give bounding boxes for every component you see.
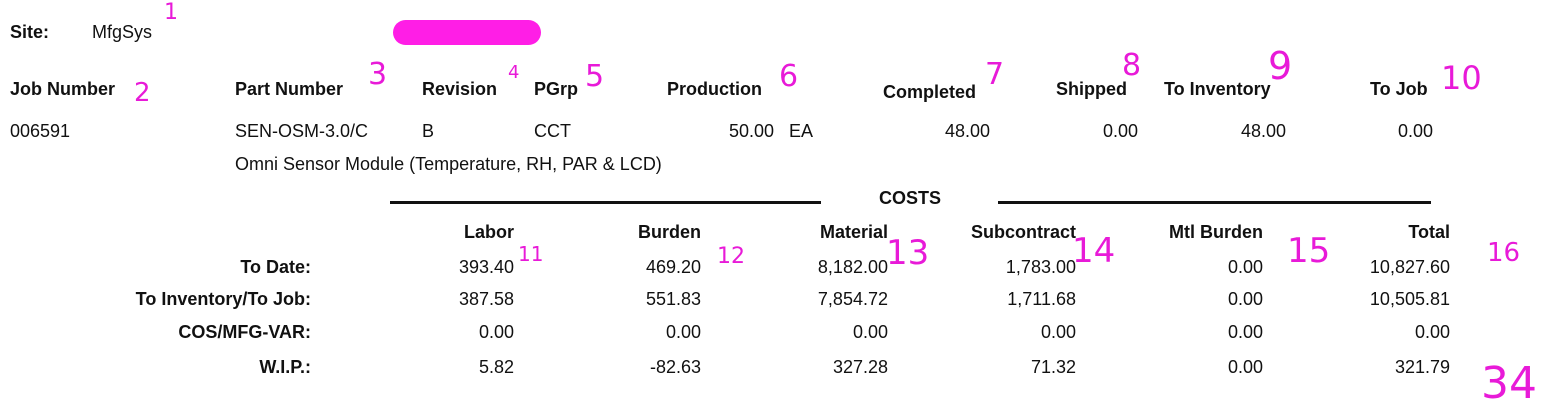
cost-cell: 5.82 [478, 357, 514, 377]
header-part-number: Part Number [235, 79, 344, 99]
cost-cell: 10,827.60 [1369, 257, 1450, 277]
cost-cell: 0.00 [1227, 257, 1263, 277]
header-completed: Completed [883, 82, 977, 102]
cost-cell: 0.00 [478, 322, 514, 342]
annotation-9: 9 [1268, 44, 1293, 88]
cost-header-total: Total [1408, 222, 1450, 242]
site-value: MfgSys [92, 22, 153, 42]
cost-row-label: To Inventory/To Job: [135, 289, 311, 309]
cost-cell: 321.79 [1394, 357, 1450, 377]
cost-row-label: To Date: [240, 257, 311, 277]
cost-cell: 327.28 [832, 357, 888, 377]
site-label: Site: [10, 22, 50, 42]
annotation-1: 1 [164, 0, 178, 25]
job-number-value: 006591 [10, 121, 71, 141]
cost-cell: 7,854.72 [817, 289, 888, 309]
part-number-value: SEN-OSM-3.0/C [235, 121, 369, 141]
cost-cell: 0.00 [1227, 322, 1263, 342]
cost-cell: 0.00 [1040, 322, 1076, 342]
annotation-12: 12 [717, 244, 745, 269]
cost-cell: 0.00 [1414, 322, 1450, 342]
annotation-13: 13 [886, 233, 930, 273]
cost-row-label: COS/MFG-VAR: [178, 322, 311, 342]
cost-cell: 0.00 [665, 322, 701, 342]
header-job-number: Job Number [10, 79, 116, 99]
header-to-inventory: To Inventory [1164, 79, 1271, 99]
header-revision: Revision [422, 79, 498, 99]
cost-header-labor: Labor [463, 222, 514, 242]
costs-title: COSTS [879, 188, 942, 208]
annotation-2: 2 [134, 78, 151, 108]
to-job-value: 0.00 [1397, 121, 1433, 141]
costs-rule-left [390, 201, 821, 204]
shipped-value: 0.00 [1102, 121, 1138, 141]
annotation-14: 14 [1072, 231, 1116, 271]
cost-cell: 71.32 [1030, 357, 1076, 377]
cost-row-label: W.I.P.: [259, 357, 311, 377]
cost-cell: 1,783.00 [1005, 257, 1076, 277]
cost-header-burden: Burden [638, 222, 701, 242]
header-pgrp: PGrp [534, 79, 579, 99]
completed-value: 48.00 [944, 121, 990, 141]
cost-header-material: Material [819, 222, 888, 242]
header-shipped: Shipped [1056, 79, 1127, 99]
to-inventory-value: 48.00 [1240, 121, 1286, 141]
redaction-mark [393, 20, 541, 45]
annotation-7: 7 [985, 57, 1005, 92]
cost-cell: 0.00 [1227, 357, 1263, 377]
cost-cell: 0.00 [852, 322, 888, 342]
cost-cell: 10,505.81 [1369, 289, 1450, 309]
production-value: 50.00 [728, 121, 774, 141]
cost-cell: 469.20 [645, 257, 701, 277]
header-production: Production [667, 79, 762, 99]
header-to-job: To Job [1370, 79, 1428, 99]
cost-cell: 8,182.00 [817, 257, 888, 277]
annotation-total: 34 [1481, 358, 1537, 409]
annotation-10: 10 [1441, 59, 1482, 97]
cost-cell: 0.00 [1227, 289, 1263, 309]
annotation-5: 5 [585, 59, 605, 94]
cost-header-mtl-burden: Mtl Burden [1169, 222, 1263, 242]
revision-value: B [422, 121, 435, 141]
annotation-15: 15 [1287, 231, 1331, 271]
pgrp-value: CCT [534, 121, 571, 141]
cost-cell: 1,711.68 [1007, 289, 1076, 309]
annotation-8: 8 [1122, 48, 1142, 83]
cost-header-subcontract: Subcontract [970, 222, 1076, 242]
cost-cell: -82.63 [649, 357, 701, 377]
annotation-16: 16 [1487, 238, 1521, 268]
annotation-4: 4 [508, 62, 520, 83]
part-description: Omni Sensor Module (Temperature, RH, PAR… [235, 154, 662, 174]
annotation-6: 6 [779, 59, 799, 94]
cost-cell: 551.83 [645, 289, 701, 309]
cost-cell: 393.40 [458, 257, 514, 277]
uom-value: EA [789, 121, 814, 141]
cost-cell: 387.58 [458, 289, 514, 309]
annotation-3: 3 [368, 57, 388, 92]
costs-rule-right [998, 201, 1431, 204]
annotation-11: 11 [518, 242, 544, 266]
